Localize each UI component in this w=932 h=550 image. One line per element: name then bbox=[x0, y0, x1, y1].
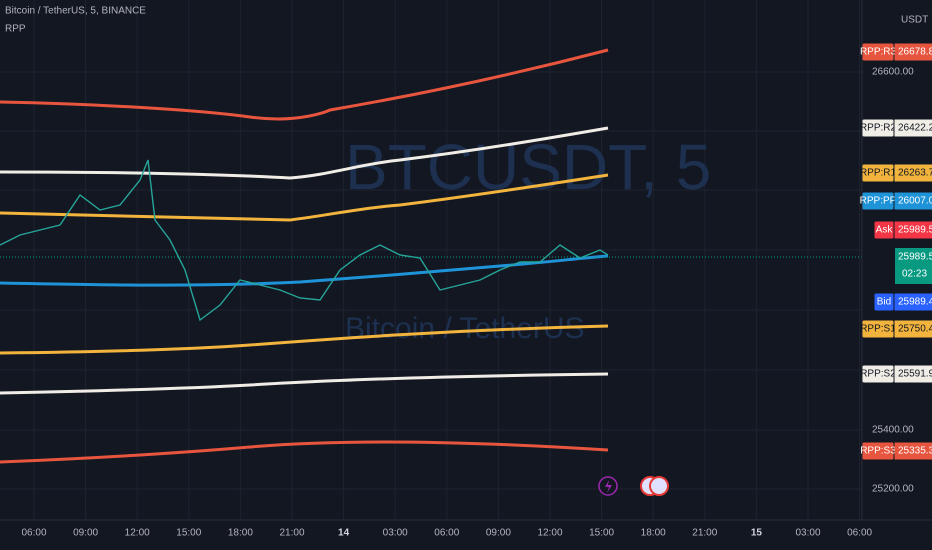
tag-name-box bbox=[874, 293, 894, 311]
tag-name: RPP:R3 bbox=[860, 47, 897, 58]
tag-name: Ask bbox=[876, 225, 894, 236]
s2-line bbox=[0, 372, 609, 395]
tag-value-box bbox=[894, 442, 932, 460]
tag-name: Bid bbox=[877, 297, 891, 308]
tag-name: RPP:R1 bbox=[860, 168, 897, 179]
time-tick-label: 06:00 bbox=[21, 528, 46, 539]
time-tick-label: 14 bbox=[338, 528, 350, 539]
watermark-ticker: BTCUSDT, 5 bbox=[345, 131, 711, 203]
time-tick-label: 12:00 bbox=[125, 528, 150, 539]
r3-line bbox=[0, 48, 609, 121]
tag-name-box bbox=[862, 119, 894, 137]
s1-line bbox=[0, 324, 609, 355]
tag-name: RPP:S3 bbox=[860, 446, 896, 457]
tag-name-box bbox=[862, 164, 894, 182]
price-trace bbox=[0, 159, 609, 322]
flag-icon[interactable] bbox=[649, 476, 669, 496]
time-tick-label: 18:00 bbox=[228, 528, 253, 539]
tag-value: 25335.32 bbox=[898, 446, 932, 457]
tag-name-box bbox=[862, 43, 894, 61]
tag-value-box bbox=[894, 119, 932, 137]
time-tick-label: 03:00 bbox=[383, 528, 408, 539]
tag-name-box bbox=[862, 192, 894, 210]
tag-value: 25750.47 bbox=[898, 324, 932, 335]
tag-name: RPP:R2 bbox=[860, 123, 897, 134]
time-tick-label: 12:00 bbox=[537, 528, 562, 539]
tag-name-box bbox=[862, 320, 894, 338]
s3-line bbox=[0, 440, 609, 464]
indicator-name: RPP bbox=[5, 24, 26, 35]
time-tick-label: 09:00 bbox=[73, 528, 98, 539]
time-tick-label: 06:00 bbox=[434, 528, 459, 539]
r1-line bbox=[0, 173, 609, 222]
tag-value-box bbox=[894, 192, 932, 210]
r2-line bbox=[0, 126, 609, 180]
tag-value: 25989.50 bbox=[898, 225, 932, 236]
tag-value-box bbox=[894, 43, 932, 61]
tag-value-box bbox=[894, 320, 932, 338]
tag-name-box bbox=[874, 221, 894, 239]
currency: USDT bbox=[901, 15, 928, 26]
tag-name: RPP:PP bbox=[860, 196, 897, 207]
time-tick-label: 09:00 bbox=[486, 528, 511, 539]
tag-name-box bbox=[862, 365, 894, 383]
time-tick-label: 21:00 bbox=[692, 528, 717, 539]
lightning bbox=[605, 480, 612, 493]
time-tick-label: 06:00 bbox=[847, 528, 872, 539]
tag-value-box bbox=[894, 221, 932, 239]
symbol-title: Bitcoin / TetherUS, 5, BINANCE bbox=[5, 6, 146, 17]
price-tick-label: 25200.00 bbox=[872, 484, 914, 495]
time-tick-label: 15:00 bbox=[589, 528, 614, 539]
tag-name: RPP:S2 bbox=[860, 369, 896, 380]
tag-value: 26678.86 bbox=[898, 47, 932, 58]
grid bbox=[0, 0, 862, 520]
pp-line bbox=[0, 254, 609, 287]
price-tick-label: 25400.00 bbox=[872, 425, 914, 436]
last-price: 25989.50 bbox=[898, 252, 932, 263]
tag-value-box bbox=[894, 365, 932, 383]
price-tick-label: 26600.00 bbox=[872, 67, 914, 78]
time-tick-label: 15 bbox=[751, 528, 763, 539]
tag-value-box bbox=[894, 293, 932, 311]
time-tick-label: 18:00 bbox=[641, 528, 666, 539]
time-tick-label: 03:00 bbox=[795, 528, 820, 539]
last-price-box bbox=[895, 248, 932, 284]
tag-value: 26263.71 bbox=[898, 168, 932, 179]
time-tick-label: 15:00 bbox=[176, 528, 201, 539]
tag-value: 25989.49 bbox=[898, 297, 932, 308]
bar-timer: 02:23 bbox=[902, 269, 927, 280]
tag-value: 25591.94 bbox=[898, 369, 932, 380]
time-tick-label: 21:00 bbox=[279, 528, 304, 539]
tag-value: 26422.24 bbox=[898, 123, 932, 134]
tag-value: 26007.09 bbox=[898, 196, 932, 207]
tag-value-box bbox=[894, 164, 932, 182]
tag-name-box bbox=[862, 442, 894, 460]
tag-name: RPP:S1 bbox=[860, 324, 896, 335]
